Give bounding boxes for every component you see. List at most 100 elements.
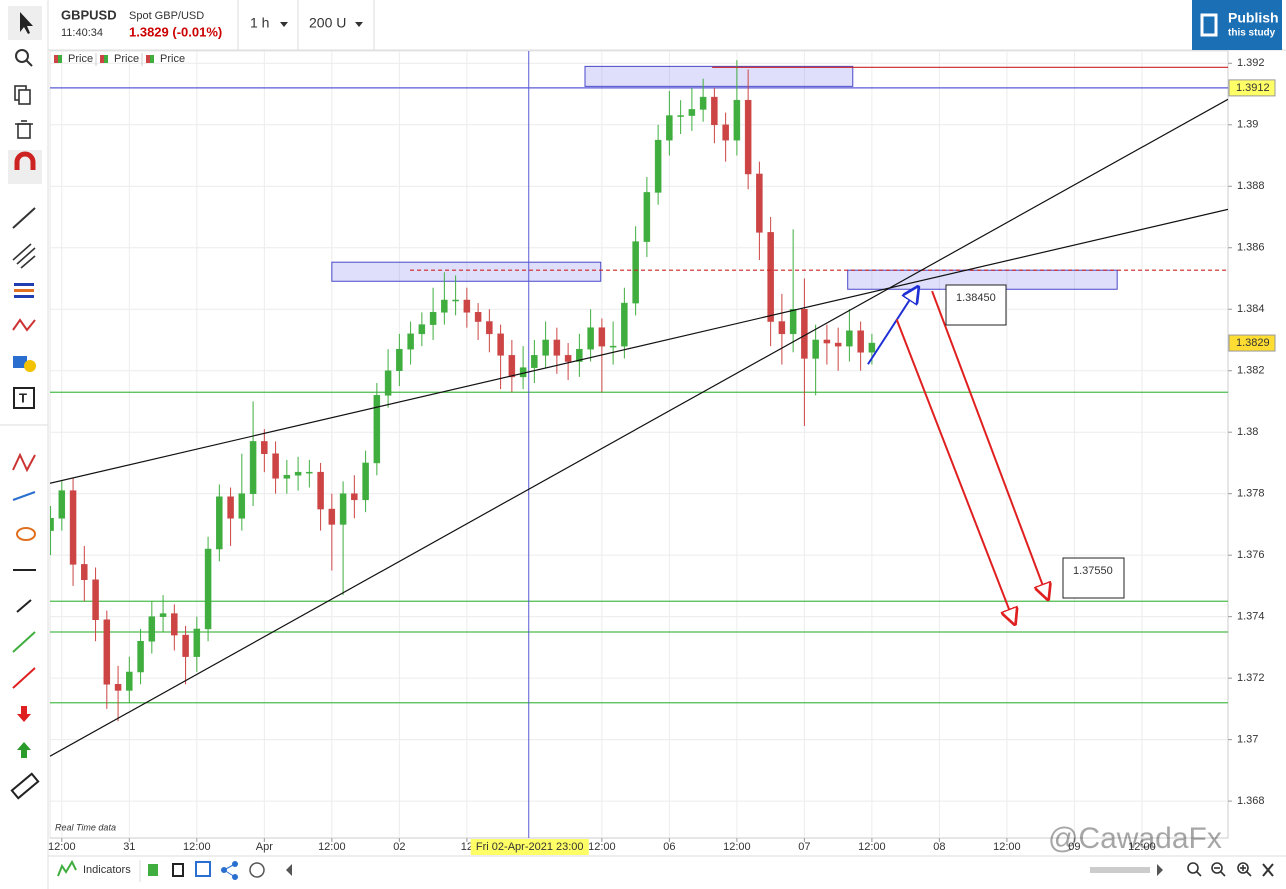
legend-item[interactable]: Price (68, 53, 93, 65)
indicators-button[interactable]: Indicators (57, 859, 131, 877)
tool-pointer[interactable] (20, 12, 33, 34)
publish-bg (1192, 0, 1282, 50)
candle-body (429, 312, 437, 325)
x-tick-label: 12:00 (48, 841, 76, 853)
candle-body (598, 327, 606, 347)
publish-sublabel: this study (1228, 28, 1276, 39)
x-tick-label: 02 (393, 841, 405, 853)
drawn-line (50, 98, 1228, 757)
tool-delete[interactable] (15, 120, 33, 139)
candle-body (868, 342, 876, 353)
plot-area (50, 51, 1228, 838)
x-tick-label: 12:00 (1128, 841, 1156, 853)
indicators-label: Indicators (83, 864, 131, 876)
tool-arrows[interactable] (12, 491, 36, 501)
bars-select[interactable]: 200 U (309, 15, 346, 31)
x-tick-label: 06 (663, 841, 675, 853)
dropdown-caret (280, 22, 288, 27)
tool-pattern[interactable] (12, 318, 36, 332)
tool-channel[interactable] (12, 243, 36, 269)
footer-tool[interactable] (148, 864, 158, 876)
footer-tool[interactable] (221, 861, 238, 880)
candle-body (50, 518, 54, 531)
legend-item[interactable]: Price (160, 53, 185, 65)
candle-body (148, 616, 156, 642)
candle-body (834, 342, 842, 347)
scrollbar[interactable] (1090, 867, 1150, 873)
candle-body (688, 109, 696, 116)
publish-button[interactable]: Publish this study (1192, 0, 1282, 50)
candle-body (699, 96, 707, 110)
candle-body (733, 99, 741, 141)
tool-ray[interactable] (16, 599, 32, 613)
candle-body (463, 299, 471, 313)
candle-body (812, 339, 819, 359)
candle-body (722, 124, 729, 141)
y-tick-label: 1.378 (1237, 488, 1265, 500)
header-bg (0, 0, 1286, 50)
tool-shapes[interactable] (13, 356, 36, 372)
candle-body (396, 348, 403, 371)
footer-tools (148, 861, 1274, 880)
zoom-in[interactable] (1237, 862, 1252, 877)
legend-item[interactable]: Price (114, 53, 139, 65)
x-tick-label: 07 (798, 841, 810, 853)
candle-body (474, 312, 482, 322)
last-price-bg (1228, 334, 1276, 352)
scroll-left[interactable] (286, 864, 292, 876)
note-box: 1.37550 (1062, 557, 1125, 599)
legend: Price Price Price (54, 53, 185, 66)
tool-ruler[interactable] (10, 772, 40, 800)
tool-up-arrow[interactable] (17, 742, 31, 758)
y-tick-label: 1.392 (1237, 57, 1265, 69)
candle-body (58, 490, 66, 519)
candle-body (306, 471, 313, 474)
footer-tool[interactable] (195, 861, 211, 877)
zoom-out[interactable] (1211, 862, 1226, 877)
footer-tool[interactable] (249, 862, 265, 878)
watermark: @CawadaFx (1048, 822, 1222, 855)
candle-body (182, 634, 189, 657)
candle-body (846, 330, 853, 347)
drawn-line (50, 208, 1228, 484)
candle-body (677, 115, 684, 117)
symbol[interactable]: GBPUSD (61, 7, 117, 22)
tool-copy[interactable] (14, 85, 31, 105)
tool-elliott[interactable] (12, 452, 36, 473)
plot-frame (49, 50, 1229, 839)
tool-text[interactable]: T (13, 387, 35, 409)
candle-body (407, 333, 414, 350)
publish-label: Publish (1228, 10, 1279, 26)
candle-body (126, 671, 133, 691)
close[interactable] (1262, 863, 1274, 877)
x-tick-label: 12:00 (723, 841, 751, 853)
candle-body (227, 496, 234, 519)
zoom-fit[interactable] (1187, 862, 1202, 877)
dropdown-caret (355, 22, 363, 27)
interval-select[interactable]: 1 h (250, 15, 269, 31)
tool-ellipse[interactable] (16, 527, 36, 541)
candle-body (486, 321, 493, 335)
tool-magnet[interactable] (14, 151, 36, 170)
candle-body (564, 355, 572, 362)
tool-green-line[interactable] (12, 631, 36, 653)
tool-down-arrow[interactable] (17, 706, 31, 722)
y-tick-label: 1.39 (1237, 119, 1258, 131)
toolbar-bg (0, 0, 48, 889)
drawn-line (931, 290, 1048, 599)
tool-zoom[interactable] (15, 49, 33, 67)
tool-fibonacci[interactable] (14, 283, 34, 298)
drawing-toolbar: T (0, 6, 48, 800)
candle-body (103, 619, 111, 685)
note-text: 1.37550 (1073, 565, 1113, 577)
tool-red-line[interactable] (12, 667, 36, 689)
tool-line[interactable] (12, 207, 36, 229)
crosshair-label: Fri 02-Apr-2021 23:00 (476, 841, 584, 853)
candle-body (137, 641, 144, 673)
scroll-right[interactable] (1157, 864, 1163, 876)
x-tick-label: 12 (461, 841, 473, 853)
candle-body (283, 474, 291, 479)
grid (50, 51, 1228, 838)
footer-tool[interactable] (172, 863, 184, 877)
